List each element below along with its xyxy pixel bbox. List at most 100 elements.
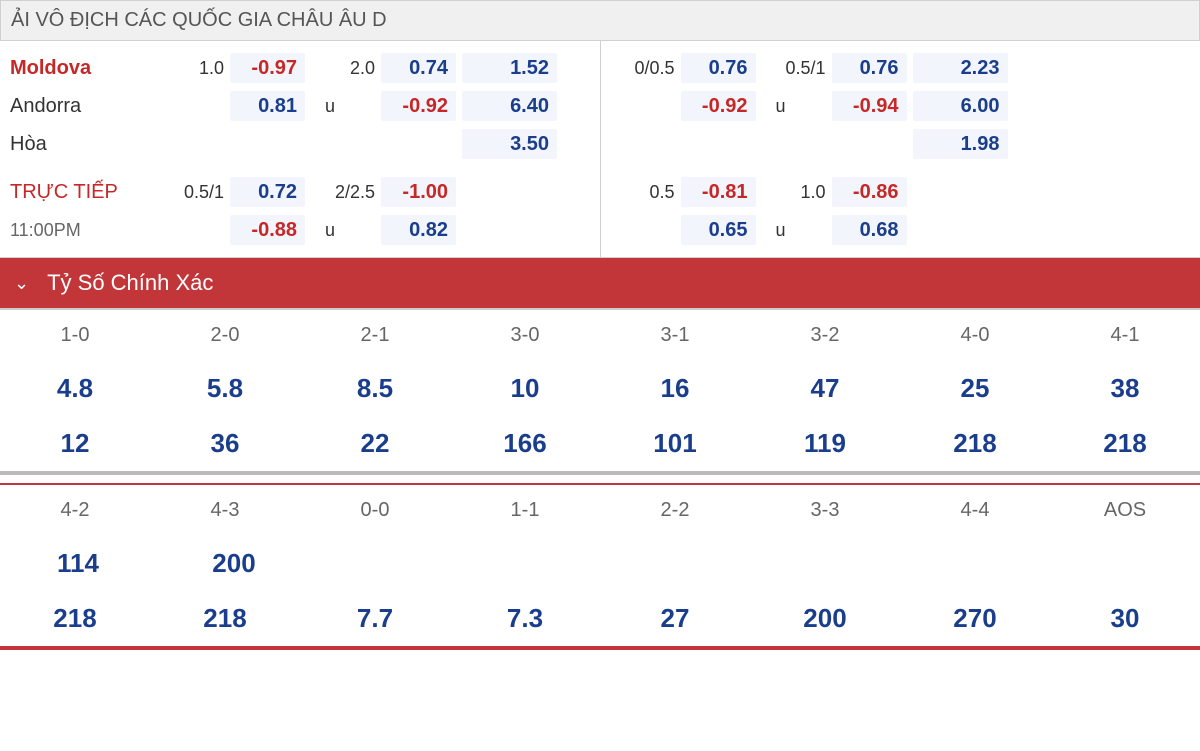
odds-value[interactable]: -0.92 [381,91,456,121]
score-value-cell[interactable]: 166 [450,416,600,471]
odds-value[interactable]: 0.68 [832,215,907,245]
odds-row-team2: -0.92 u -0.94 6.00 [611,87,1191,125]
team1-label: Moldova [10,57,160,80]
odds-value[interactable]: -0.94 [832,91,907,121]
score-value-cell[interactable]: 36 [150,416,300,471]
odds-value[interactable]: -1.00 [381,177,456,207]
odds-row-draw: 1.98 [611,125,1191,163]
score-value-cell[interactable]: 25 [900,361,1050,416]
odds-value[interactable]: -0.92 [681,91,756,121]
odds-row-time: 11:00PM -0.88 u 0.82 [10,211,590,249]
score-header-cell: 2-0 [150,310,300,361]
score-value-cell[interactable]: 7.7 [300,591,450,646]
team2-label: Andorra [10,95,160,118]
odds-row-time: 0.65 u 0.68 [611,211,1191,249]
score-header-cell: 3-3 [750,485,900,536]
score-value-cell[interactable]: 119 [750,416,900,471]
live-label: TRỰC TIẾP [10,181,160,204]
score-value-cell[interactable]: 38 [1050,361,1200,416]
odds-value[interactable]: 6.00 [913,91,1008,121]
hdp: u [762,96,792,117]
score-header-cell: 2-2 [600,485,750,536]
score-value-cell[interactable]: 114 [0,536,156,591]
score-value-cell[interactable]: 7.3 [450,591,600,646]
correct-score-table-1: 1-02-02-13-03-13-24-04-1 4.85.88.5101647… [0,308,1200,471]
score-value-cell[interactable]: 200 [750,591,900,646]
section-title: Tỷ Số Chính Xác [47,270,213,296]
hdp: 0.5 [611,182,681,203]
odds-panel: Moldova 1.0 -0.97 2.0 0.74 1.52 Andorra … [0,41,1200,258]
score-value-cell[interactable]: 5.8 [150,361,300,416]
score-header-cell: 4-1 [1050,310,1200,361]
draw-label: Hòa [10,133,160,156]
hdp: 2.0 [311,58,381,79]
score-value-cell[interactable]: 10 [450,361,600,416]
odds-row-team2: Andorra 0.81 u -0.92 6.40 [10,87,590,125]
odds-value[interactable]: 0.76 [832,53,907,83]
score-value-cell[interactable]: 8.5 [300,361,450,416]
odds-row-team1: Moldova 1.0 -0.97 2.0 0.74 1.52 [10,49,590,87]
score-value-cell[interactable]: 27 [600,591,750,646]
score-value-cell[interactable]: 4.8 [0,361,150,416]
odds-value[interactable]: 0.72 [230,177,305,207]
chevron-down-icon: ⌄ [14,273,29,294]
score-header-cell: 4-4 [900,485,1050,536]
odds-row-live: TRỰC TIẾP 0.5/1 0.72 2/2.5 -1.00 [10,173,590,211]
score-value-cell[interactable]: 101 [600,416,750,471]
odds-row-live: 0.5 -0.81 1.0 -0.86 [611,173,1191,211]
odds-value[interactable]: 1.52 [462,53,557,83]
score-header-cell: 3-1 [600,310,750,361]
odds-value[interactable]: 0.74 [381,53,456,83]
hdp: u [762,220,792,241]
live-time: 11:00PM [10,220,160,241]
odds-value[interactable]: -0.88 [230,215,305,245]
odds-value[interactable]: -0.86 [832,177,907,207]
score-value-cell[interactable]: 47 [750,361,900,416]
score-header-cell: AOS [1050,485,1200,536]
score-value-cell[interactable]: 218 [1050,416,1200,471]
score-header-cell: 1-0 [0,310,150,361]
odds-value[interactable]: 0.81 [230,91,305,121]
odds-value[interactable]: 1.98 [913,129,1008,159]
odds-value[interactable]: 0.76 [681,53,756,83]
odds-right: 0/0.5 0.76 0.5/1 0.76 2.23 -0.92 u -0.94… [600,41,1200,257]
score-value-cell[interactable]: 12 [0,416,150,471]
score-header-cell: 1-1 [450,485,600,536]
correct-score-table-2: 4-24-30-01-12-23-34-4AOS 114200 2182187.… [0,485,1200,646]
hdp: 0.5/1 [160,182,230,203]
hdp: 1.0 [160,58,230,79]
odds-row-team1: 0/0.5 0.76 0.5/1 0.76 2.23 [611,49,1191,87]
score-header-cell: 2-1 [300,310,450,361]
correct-score-header[interactable]: ⌄ Tỷ Số Chính Xác [0,258,1200,308]
odds-value[interactable]: 2.23 [913,53,1008,83]
score-value-cell[interactable]: 30 [1050,591,1200,646]
score-header-cell: 3-2 [750,310,900,361]
score-value-cell[interactable]: 270 [900,591,1050,646]
odds-value[interactable]: 0.82 [381,215,456,245]
score-header-cell: 4-3 [150,485,300,536]
score-value-cell[interactable]: 218 [150,591,300,646]
hdp: 0/0.5 [611,58,681,79]
odds-value[interactable]: 0.65 [681,215,756,245]
score-value-cell[interactable]: 218 [900,416,1050,471]
odds-left: Moldova 1.0 -0.97 2.0 0.74 1.52 Andorra … [0,41,600,257]
score-value-cell[interactable]: 218 [0,591,150,646]
hdp: u [311,96,341,117]
hdp: 0.5/1 [762,58,832,79]
odds-value[interactable]: 6.40 [462,91,557,121]
score-header-cell: 3-0 [450,310,600,361]
hdp: u [311,220,341,241]
league-header: ẢI VÔ ĐỊCH CÁC QUỐC GIA CHÂU ÂU D [0,0,1200,41]
odds-value[interactable]: -0.81 [681,177,756,207]
score-value-cell[interactable]: 22 [300,416,450,471]
odds-value[interactable]: 3.50 [462,129,557,159]
score-header-cell: 4-0 [900,310,1050,361]
score-header-cell: 4-2 [0,485,150,536]
odds-row-draw: Hòa 3.50 [10,125,590,163]
score-value-cell[interactable]: 16 [600,361,750,416]
hdp: 2/2.5 [311,182,381,203]
odds-value[interactable]: -0.97 [230,53,305,83]
score-header-cell: 0-0 [300,485,450,536]
score-value-cell[interactable]: 200 [156,536,312,591]
hdp: 1.0 [762,182,832,203]
